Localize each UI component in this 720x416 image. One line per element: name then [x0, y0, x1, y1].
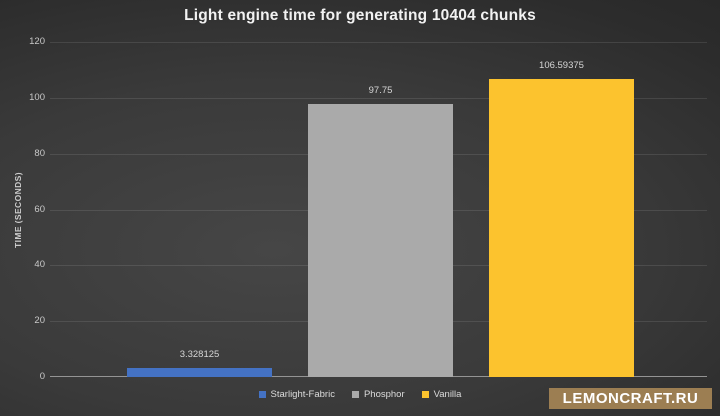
y-tick-label: 0: [39, 371, 45, 382]
bar-phosphor: [308, 104, 453, 377]
bar-starlight-fabric: [127, 368, 272, 377]
legend-item-starlight-fabric: Starlight-Fabric: [258, 388, 335, 400]
legend-label: Vanilla: [433, 388, 462, 400]
bar-vanilla: [489, 79, 634, 377]
y-tick-label: 40: [34, 259, 45, 271]
y-tick-label: 100: [29, 91, 45, 103]
gridline: [50, 97, 707, 99]
legend-label: Phosphor: [363, 388, 405, 400]
y-tick-label: 120: [29, 36, 45, 47]
legend: Starlight-Fabric Phosphor Vanilla: [0, 387, 720, 401]
plot-area: 3.328125 97.75 106.59375: [50, 42, 707, 377]
bar-value-label: 3.328125: [179, 349, 220, 360]
y-tick-label: 60: [34, 203, 45, 215]
bar-value-label: 97.75: [368, 85, 393, 96]
legend-item-vanilla: Vanilla: [421, 388, 462, 400]
legend-swatch-icon: [258, 390, 266, 398]
legend-item-phosphor: Phosphor: [351, 388, 405, 400]
y-tick-label: 80: [34, 147, 45, 159]
y-tick-label: 20: [34, 315, 45, 327]
watermark-badge: LEMONCRAFT.RU: [549, 388, 712, 409]
legend-label: Starlight-Fabric: [270, 388, 335, 400]
bar-value-label: 106.59375: [539, 60, 584, 71]
legend-swatch-icon: [421, 390, 429, 398]
legend-swatch-icon: [351, 390, 359, 398]
chart-title: Light engine time for generating 10404 c…: [184, 7, 536, 24]
gridline: [50, 42, 707, 43]
